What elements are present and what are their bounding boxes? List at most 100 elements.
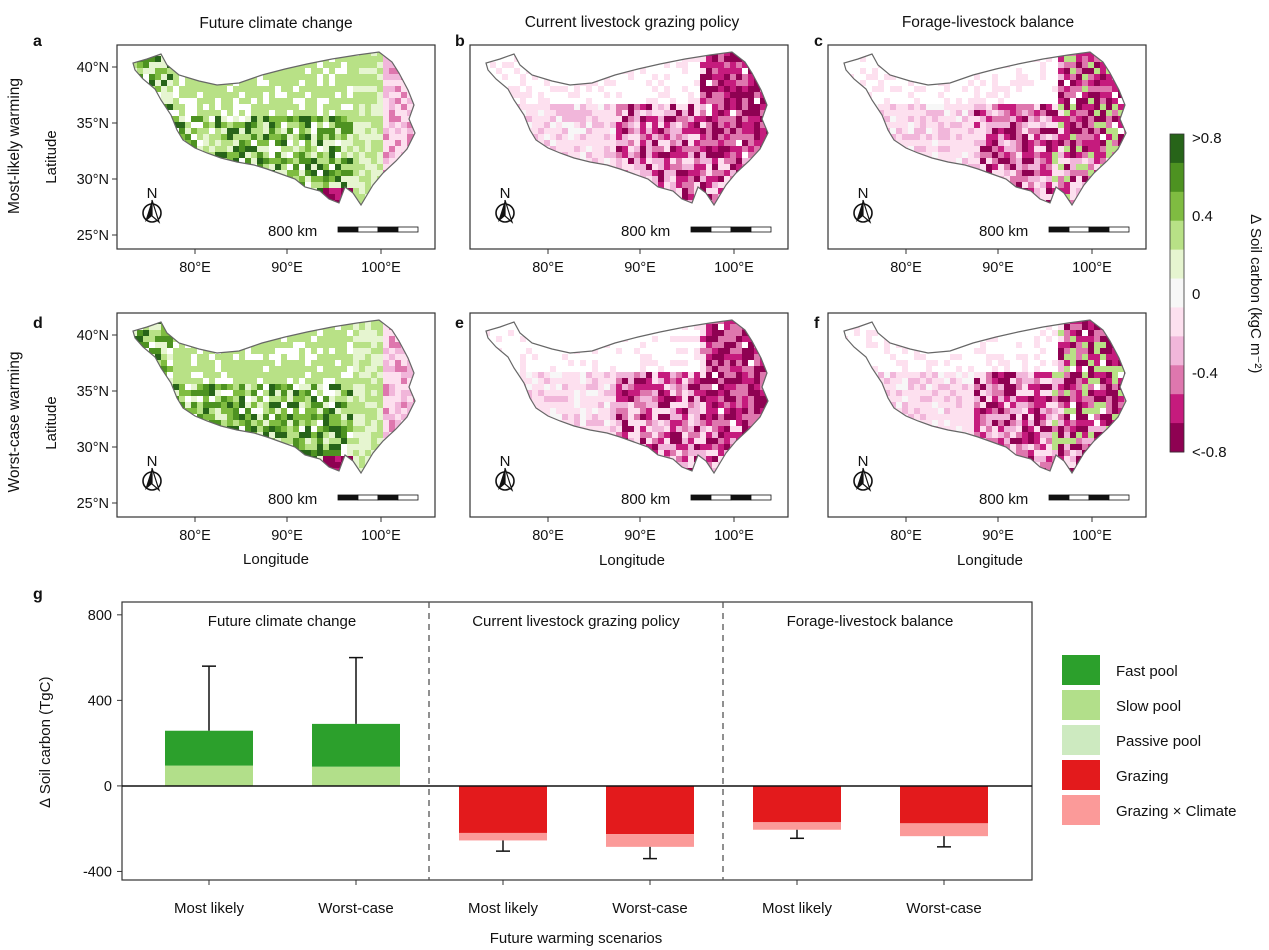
bar-segment bbox=[606, 785, 694, 835]
panel-letter-b: b bbox=[455, 33, 465, 50]
bar-segment bbox=[753, 785, 841, 823]
map-panel-f: f N 800 km 80°E 90°E 100°E bbox=[814, 312, 1147, 544]
x-tick-label: Most likely bbox=[174, 900, 245, 917]
north-arrow-label: N bbox=[147, 453, 158, 470]
colorbar-swatch bbox=[1170, 220, 1184, 251]
bar-segment bbox=[606, 834, 694, 847]
lon-tick-label: 80°E bbox=[890, 528, 922, 544]
bar-segment bbox=[312, 723, 400, 767]
row-title-most-likely: Most-likely warming bbox=[6, 78, 23, 214]
y-tick-label: 0 bbox=[104, 779, 112, 795]
lon-tick-label: 80°E bbox=[890, 260, 922, 276]
legend-swatch bbox=[1062, 655, 1100, 685]
map-panel-b: b N 800 km 80°E 90°E 100°E bbox=[455, 33, 789, 276]
map-panel-a: a N 800 km 40°N 35°N 30°N 25°N 80°E 90°E 100°E bbox=[33, 33, 436, 276]
panel-letter-g: g bbox=[33, 586, 43, 603]
colorbar-tick-label: 0.4 bbox=[1192, 208, 1213, 225]
y-tick-label: 400 bbox=[88, 693, 112, 709]
lon-tick-label: 90°E bbox=[271, 260, 303, 276]
bars bbox=[165, 656, 988, 860]
lat-tick-label: 25°N bbox=[77, 228, 109, 244]
lat-tick-label: 30°N bbox=[77, 440, 109, 456]
legend-label: Passive pool bbox=[1116, 733, 1201, 750]
scale-bar: 800 km bbox=[268, 223, 419, 240]
x-tick-label: Worst-case bbox=[612, 900, 688, 917]
map-xlabel-b: Longitude bbox=[599, 552, 665, 569]
lat-tick-label: 40°N bbox=[77, 60, 109, 76]
bar-group-title: Forage-livestock balance bbox=[787, 613, 954, 630]
lat-tick-label: 25°N bbox=[77, 496, 109, 512]
lon-tick-label: 90°E bbox=[982, 528, 1014, 544]
north-arrow-label: N bbox=[858, 453, 869, 470]
lon-tick-label: 100°E bbox=[1072, 528, 1112, 544]
lon-tick-label: 80°E bbox=[532, 528, 564, 544]
lon-tick-label: 90°E bbox=[271, 528, 303, 544]
colorbar-tick-label: >0.8 bbox=[1192, 130, 1222, 147]
panel-letter-e: e bbox=[455, 315, 464, 332]
colorbar-swatch bbox=[1170, 307, 1184, 337]
north-arrow-icon: N bbox=[142, 185, 162, 223]
scale-bar: 800 km bbox=[621, 491, 772, 508]
x-tick-label: Worst-case bbox=[318, 900, 394, 917]
lat-tick-label: 30°N bbox=[77, 172, 109, 188]
scale-bar-label: 800 km bbox=[979, 491, 1028, 508]
colorbar-swatch bbox=[1170, 249, 1184, 280]
y-axis: 800 400 0 -400 bbox=[83, 608, 122, 880]
legend-swatch bbox=[1062, 690, 1100, 720]
bar-group-title: Current livestock grazing policy bbox=[472, 613, 680, 630]
x-tick-label: Most likely bbox=[468, 900, 539, 917]
x-axis: Most likely Worst-case Most likely Worst-ca… bbox=[174, 880, 982, 917]
legend-swatch bbox=[1062, 795, 1100, 825]
row-title-worst-case: Worst-case warming bbox=[6, 352, 23, 493]
column-title-grazing-policy: Current livestock grazing policy bbox=[525, 14, 740, 31]
colorbar-swatch bbox=[1170, 365, 1184, 395]
north-arrow-icon: N bbox=[495, 185, 515, 223]
lon-tick-label: 90°E bbox=[624, 528, 656, 544]
lon-tick-label: 90°E bbox=[624, 260, 656, 276]
scale-bar-label: 800 km bbox=[268, 223, 317, 240]
map-panels: a N 800 km 40°N 35°N 30°N 25°N 80°E 90°E 100°E b N 8… bbox=[33, 33, 1147, 544]
north-arrow-icon: N bbox=[853, 453, 873, 491]
bar-segment bbox=[459, 785, 547, 833]
colorbar-swatch bbox=[1170, 336, 1184, 366]
lon-tick-label: 100°E bbox=[714, 528, 754, 544]
scale-bar-label: 800 km bbox=[621, 223, 670, 240]
colorbar-swatch bbox=[1170, 162, 1184, 193]
bar-group-title: Future climate change bbox=[208, 613, 356, 630]
column-title-climate: Future climate change bbox=[199, 15, 352, 32]
north-arrow-label: N bbox=[147, 185, 158, 202]
bar-segment bbox=[900, 785, 988, 824]
map-ylabel-bottom: Latitude bbox=[43, 396, 60, 449]
colorbar-legend bbox=[1169, 133, 1185, 453]
lon-tick-label: 100°E bbox=[361, 528, 401, 544]
scale-bar: 800 km bbox=[268, 491, 419, 508]
scale-bar-label: 800 km bbox=[268, 491, 317, 508]
lon-tick-label: 80°E bbox=[179, 528, 211, 544]
panel-letter-c: c bbox=[814, 33, 823, 50]
y-tick-label: -400 bbox=[83, 864, 112, 880]
lat-tick-label: 35°N bbox=[77, 384, 109, 400]
column-title-forage-balance: Forage-livestock balance bbox=[902, 14, 1074, 31]
bar-segment bbox=[900, 823, 988, 837]
north-arrow-icon: N bbox=[495, 453, 515, 491]
map-panel-c: c N 800 km 80°E 90°E 100°E bbox=[814, 33, 1147, 276]
scale-bar: 800 km bbox=[621, 223, 772, 240]
colorbar-title: ∆ Soil carbon (kgC m⁻²) bbox=[1247, 215, 1264, 374]
legend-swatch bbox=[1062, 760, 1100, 790]
north-arrow-label: N bbox=[858, 185, 869, 202]
lon-tick-label: 100°E bbox=[361, 260, 401, 276]
panel-letter-d: d bbox=[33, 315, 43, 332]
legend-label: Slow pool bbox=[1116, 698, 1181, 715]
lon-tick-label: 80°E bbox=[532, 260, 564, 276]
lon-tick-label: 100°E bbox=[1072, 260, 1112, 276]
map-xlabel-a: Longitude bbox=[243, 551, 309, 568]
x-tick-label: Most likely bbox=[762, 900, 833, 917]
scale-bar: 800 km bbox=[979, 223, 1130, 240]
map-xlabel-c: Longitude bbox=[957, 552, 1023, 569]
lon-tick-label: 80°E bbox=[179, 260, 211, 276]
north-arrow-label: N bbox=[500, 453, 511, 470]
map-panel-d: d N 800 km 40°N 35°N 30°N 25°N 80°E 90°E 100°E bbox=[33, 312, 436, 544]
north-arrow-icon: N bbox=[142, 453, 162, 491]
map-ylabel-top: Latitude bbox=[43, 130, 60, 183]
lon-tick-label: 90°E bbox=[982, 260, 1014, 276]
